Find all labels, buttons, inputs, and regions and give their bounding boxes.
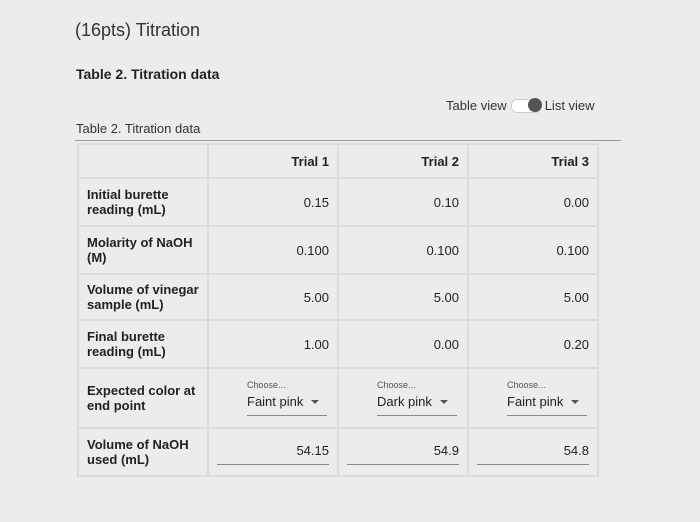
row-label: Expected color at end point: [77, 367, 209, 429]
dropdown-value: Faint pink: [247, 390, 327, 416]
dropdown-placeholder: Choose...: [247, 380, 286, 390]
value-cell: 1.00: [207, 319, 339, 369]
value-cell: 5.00: [467, 273, 599, 321]
input-cell: 54.9: [337, 427, 469, 477]
table-caption: Table 2. Titration data: [76, 121, 201, 136]
divider: [75, 140, 621, 141]
value-cell: 0.00: [337, 319, 469, 369]
row-label: Molarity of NaOH (M): [77, 225, 209, 275]
header-row: Trial 1 Trial 2 Trial 3: [77, 143, 599, 179]
value-cell: 0.100: [467, 225, 599, 275]
select-cell: Choose... Faint pink: [207, 367, 339, 429]
text-input[interactable]: 54.8: [477, 439, 589, 465]
text-input[interactable]: 54.15: [217, 439, 329, 465]
dropdown-placeholder: Choose...: [377, 380, 416, 390]
value-cell: 5.00: [207, 273, 339, 321]
column-header: Trial 2: [337, 143, 469, 179]
dropdown-value: Dark pink: [377, 390, 457, 416]
input-cell: 54.8: [467, 427, 599, 477]
view-toggle[interactable]: Table view List view: [446, 97, 595, 113]
dropdown-value: Faint pink: [507, 390, 587, 416]
table-row: Expected color at end point Choose... Fain…: [77, 367, 599, 429]
section-title: Table 2. Titration data: [76, 66, 220, 82]
column-header: Trial 1: [207, 143, 339, 179]
table-row: Final burette reading (mL) 1.00 0.00 0.20: [77, 319, 599, 369]
value-cell: 0.20: [467, 319, 599, 369]
column-header: Trial 3: [467, 143, 599, 179]
input-cell: 54.15: [207, 427, 339, 477]
value-cell: 0.100: [207, 225, 339, 275]
row-label: Initial burette reading (mL): [77, 177, 209, 227]
row-label: Volume of vinegar sample (mL): [77, 273, 209, 321]
dropdown-placeholder: Choose...: [507, 380, 546, 390]
select-cell: Choose... Dark pink: [337, 367, 469, 429]
table-row: Volume of vinegar sample (mL) 5.00 5.00 5.0…: [77, 273, 599, 321]
dropdown[interactable]: Choose... Faint pink: [507, 380, 589, 416]
text-input[interactable]: 54.9: [347, 439, 459, 465]
value-cell: 0.100: [337, 225, 469, 275]
corner-cell: [77, 143, 209, 179]
page-title: (16pts) Titration: [75, 20, 201, 40]
toggle-label: Table view: [446, 98, 507, 113]
table-row: Molarity of NaOH (M) 0.100 0.100 0.100: [77, 225, 599, 275]
dropdown[interactable]: Choose... Dark pink: [377, 380, 459, 416]
row-label: Volume of NaOH used (mL): [77, 427, 209, 477]
table-row: Initial burette reading (mL) 0.15 0.10 0.00: [77, 177, 599, 227]
value-cell: 0.10: [337, 177, 469, 227]
switch[interactable]: [510, 97, 542, 113]
data-table: Trial 1 Trial 2 Trial 3 Initial burette rea…: [77, 143, 599, 477]
value-cell: 0.15: [207, 177, 339, 227]
toggle-label: List view: [544, 98, 595, 113]
select-cell: Choose... Faint pink: [467, 367, 599, 429]
dropdown[interactable]: Choose... Faint pink: [247, 380, 329, 416]
value-cell: 5.00: [337, 273, 469, 321]
row-label: Final burette reading (mL): [77, 319, 209, 369]
value-cell: 0.00: [467, 177, 599, 227]
table-row: Volume of NaOH used (mL) 54.15 54.9 54.8: [77, 427, 599, 477]
